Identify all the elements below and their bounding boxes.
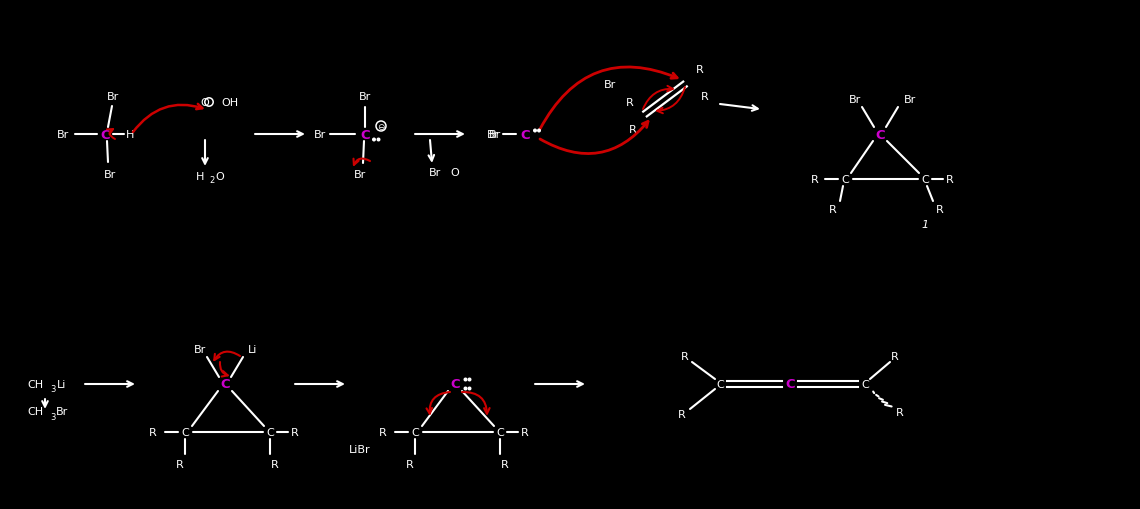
Text: C: C [220, 378, 230, 391]
Text: Br: Br [604, 80, 616, 90]
Text: R: R [502, 459, 508, 469]
Text: Br: Br [194, 344, 206, 354]
Text: R: R [626, 98, 634, 108]
Text: R: R [812, 175, 819, 185]
Circle shape [373, 139, 375, 142]
Text: 3: 3 [50, 385, 56, 394]
Text: Li: Li [57, 379, 66, 389]
Text: OH: OH [221, 98, 238, 108]
Text: R: R [380, 427, 386, 437]
Circle shape [464, 387, 466, 390]
Text: Br: Br [359, 92, 372, 102]
Text: C: C [181, 427, 189, 437]
Text: Br: Br [904, 95, 917, 105]
Circle shape [538, 130, 540, 132]
Text: Br: Br [487, 130, 499, 140]
Text: Br: Br [489, 130, 502, 140]
Text: 1: 1 [921, 219, 929, 230]
Text: R: R [678, 409, 686, 419]
Text: Br: Br [104, 169, 116, 180]
Text: C: C [450, 378, 459, 391]
Circle shape [469, 387, 471, 390]
Text: R: R [681, 351, 689, 361]
Text: R: R [149, 427, 157, 437]
Circle shape [464, 379, 466, 381]
Text: Br: Br [429, 167, 441, 178]
Text: Br: Br [314, 130, 326, 140]
Text: R: R [291, 427, 299, 437]
Text: LiBr: LiBr [349, 444, 370, 454]
Text: C: C [100, 128, 109, 141]
Text: 2: 2 [210, 175, 214, 184]
Text: O: O [450, 167, 459, 178]
Circle shape [534, 130, 536, 132]
Text: R: R [406, 459, 414, 469]
Text: R: R [521, 427, 529, 437]
Text: R: R [936, 205, 944, 215]
Text: R: R [176, 459, 184, 469]
Text: 3: 3 [50, 412, 56, 420]
Text: Br: Br [56, 406, 68, 416]
Text: C: C [496, 427, 504, 437]
Circle shape [469, 379, 471, 381]
Text: C: C [921, 175, 929, 185]
Text: Li: Li [249, 344, 258, 354]
Circle shape [377, 139, 380, 142]
Text: R: R [829, 205, 837, 215]
Text: C: C [716, 379, 724, 389]
Text: R: R [629, 125, 637, 135]
Text: R: R [701, 92, 709, 102]
Text: C: C [266, 427, 274, 437]
Text: C: C [412, 427, 418, 437]
Text: O: O [215, 172, 225, 182]
Text: ⊖: ⊖ [377, 122, 385, 131]
Text: C: C [861, 379, 869, 389]
Text: R: R [896, 407, 904, 417]
Text: R: R [946, 175, 954, 185]
Text: Br: Br [57, 130, 70, 140]
Text: R: R [891, 351, 898, 361]
Text: C: C [841, 175, 849, 185]
Text: H: H [125, 130, 135, 140]
Text: C: C [360, 128, 369, 141]
Text: R: R [697, 65, 703, 75]
Text: C: C [520, 128, 530, 141]
Text: CH: CH [27, 379, 43, 389]
Text: C: C [876, 128, 885, 141]
Text: Br: Br [849, 95, 861, 105]
Text: H: H [196, 172, 204, 182]
Text: C: C [785, 378, 795, 391]
Text: R: R [271, 459, 279, 469]
Text: O: O [201, 98, 210, 108]
Text: Br: Br [107, 92, 119, 102]
Text: CH: CH [27, 406, 43, 416]
Text: Br: Br [353, 169, 366, 180]
